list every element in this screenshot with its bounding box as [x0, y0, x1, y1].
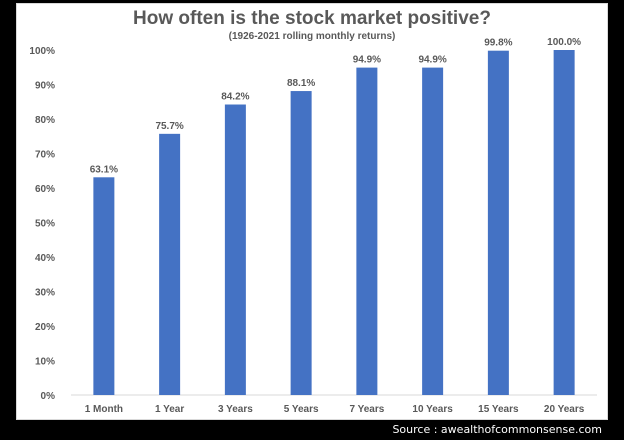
- x-category-label: 5 Years: [284, 404, 319, 415]
- bar-chart: 0% 10% 20% 30% 40% 50% 60% 70% 80% 90% 100% 63.1% 1 …: [29, 37, 597, 415]
- data-label: 63.1%: [90, 164, 118, 175]
- x-category-label: 3 Years: [218, 404, 253, 415]
- chart-title: How often is the stock market positive?: [133, 8, 491, 29]
- chart-panel: How often is the stock market positive? …: [16, 3, 608, 420]
- y-tick-label: 40%: [35, 253, 55, 264]
- bar: [487, 50, 509, 395]
- y-tick-label: 100%: [29, 46, 55, 57]
- y-tick-label: 30%: [35, 288, 55, 299]
- bar: [356, 67, 378, 395]
- bar: [224, 104, 246, 395]
- bar: [159, 133, 181, 395]
- source-credit: Source : awealthofcommonsense.com: [392, 423, 602, 436]
- bar: [422, 67, 444, 395]
- bar: [553, 50, 575, 395]
- data-label: 75.7%: [155, 121, 183, 132]
- y-tick-label: 70%: [35, 150, 55, 161]
- bar: [93, 177, 115, 395]
- x-category-label: 20 Years: [544, 404, 585, 415]
- data-label: 88.1%: [287, 78, 315, 89]
- y-tick-label: 20%: [35, 322, 55, 333]
- data-label: 94.9%: [353, 55, 381, 66]
- y-tick-label: 0%: [41, 391, 56, 402]
- chart-subtitle: (1926-2021 rolling monthly returns): [228, 31, 396, 42]
- data-label: 100.0%: [547, 37, 581, 48]
- bar: [290, 91, 312, 396]
- x-category-label: 1 Year: [155, 404, 184, 415]
- y-tick-label: 50%: [35, 219, 55, 230]
- x-category-label: 7 Years: [349, 404, 384, 415]
- x-category-label: 1 Month: [85, 404, 123, 415]
- data-label: 94.9%: [418, 55, 446, 66]
- y-tick-label: 60%: [35, 184, 55, 195]
- x-category-label: 10 Years: [412, 404, 453, 415]
- x-category-label: 15 Years: [478, 404, 519, 415]
- y-tick-label: 10%: [35, 357, 55, 368]
- data-label: 99.8%: [484, 38, 512, 49]
- y-tick-label: 90%: [35, 81, 55, 92]
- data-label: 84.2%: [221, 92, 249, 103]
- y-tick-label: 80%: [35, 115, 55, 126]
